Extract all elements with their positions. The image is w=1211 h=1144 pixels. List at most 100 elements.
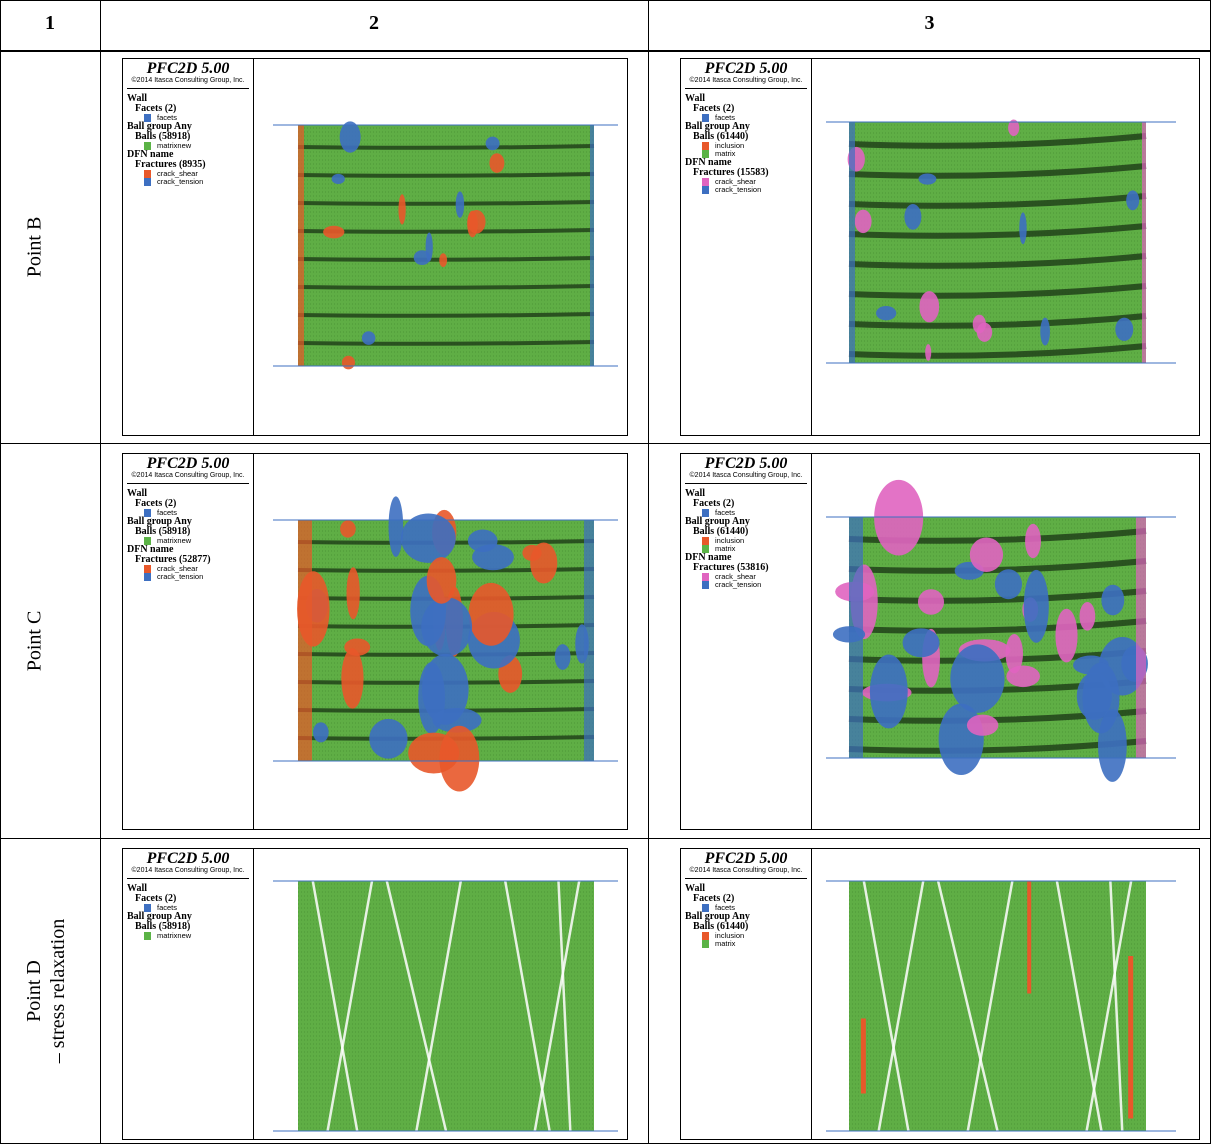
- legend-key: crack_tension: [685, 186, 807, 194]
- crack-cluster: [298, 125, 304, 366]
- legend-key: facets: [127, 114, 249, 122]
- legend-key-label: facets: [715, 113, 736, 122]
- legend-swatch: [702, 537, 709, 545]
- copyright: ©2014 Itasca Consulting Group, Inc.: [685, 77, 807, 89]
- column-header: 1: [45, 12, 55, 34]
- legend-group: Balls (61440): [693, 921, 749, 932]
- crack-cluster: [413, 250, 431, 265]
- simulation-panel: PFC2D 5.00 ©2014 Itasca Consulting Group,…: [680, 848, 1200, 1140]
- legend-key: inclusion: [685, 537, 807, 545]
- table-rule: [0, 443, 1211, 444]
- legend-heading: Ball group Any: [685, 516, 750, 527]
- legend: PFC2D 5.00 ©2014 Itasca Consulting Group,…: [681, 59, 812, 435]
- legend-key-label: facets: [157, 903, 178, 912]
- legend-swatch: [144, 170, 151, 178]
- legend-swatch: [702, 904, 709, 912]
- legend-key: matrixnew: [127, 932, 249, 940]
- crack-cluster: [421, 653, 469, 725]
- legend-key: crack_shear: [127, 170, 249, 178]
- crack-cluster: [994, 569, 1023, 600]
- legend-key: matrixnew: [127, 537, 249, 545]
- legend-swatch: [702, 150, 709, 158]
- legend-swatch: [144, 178, 151, 186]
- copyright: ©2014 Itasca Consulting Group, Inc.: [127, 867, 249, 879]
- crack-cluster: [340, 520, 356, 538]
- legend-swatch: [144, 142, 151, 150]
- table-rule: [0, 0, 1, 1144]
- specimen: [849, 881, 1146, 1131]
- legend-group: Balls (58918): [135, 921, 191, 932]
- dark-band: [848, 283, 1147, 299]
- legend-group: Facets (2): [693, 498, 735, 509]
- legend-key: matrix: [685, 150, 807, 158]
- crack-cluster: [584, 520, 594, 761]
- legend-heading: Wall: [127, 883, 148, 894]
- dark-band: [848, 253, 1147, 269]
- legend-heading: Ball group Any: [685, 911, 750, 922]
- row-label: Point B: [22, 50, 78, 443]
- legend-swatch: [144, 573, 151, 581]
- shear-band: [385, 880, 448, 1132]
- row-label-line: Point C: [23, 610, 45, 671]
- dark-band: [848, 313, 1147, 329]
- crack-cluster: [426, 557, 457, 604]
- legend-heading: Ball group Any: [127, 516, 192, 527]
- shear-band: [877, 880, 925, 1132]
- legend-group: Balls (58918): [135, 131, 191, 142]
- legend-key: matrix: [685, 940, 807, 948]
- row-label: Point C: [22, 443, 78, 838]
- legend-key-label: inclusion: [715, 536, 745, 545]
- crack-cluster: [439, 253, 448, 268]
- table-rule: [648, 0, 649, 1144]
- copyright: ©2014 Itasca Consulting Group, Inc.: [127, 472, 249, 484]
- crack-cluster: [904, 204, 922, 230]
- legend-key: crack_shear: [685, 573, 807, 581]
- software-title: PFC2D 5.00: [146, 455, 230, 472]
- specimen: [298, 125, 594, 366]
- crack-cluster: [1040, 317, 1050, 346]
- legend-key-label: matrix: [715, 544, 736, 553]
- legend-key-label: crack_tension: [715, 185, 762, 194]
- legend-key: facets: [127, 509, 249, 517]
- legend-key: inclusion: [685, 932, 807, 940]
- software-title: PFC2D 5.00: [704, 455, 788, 472]
- row-label-line: Point B: [23, 216, 45, 277]
- legend-key: facets: [685, 509, 807, 517]
- shear-band: [533, 880, 581, 1132]
- crack-cluster: [854, 209, 872, 234]
- crack-cluster: [341, 355, 355, 370]
- crack-cluster: [467, 209, 486, 234]
- crack-cluster: [1019, 212, 1027, 245]
- legend-heading: Wall: [685, 883, 706, 894]
- dark-band: [848, 618, 1147, 634]
- software-title: PFC2D 5.00: [704, 60, 788, 77]
- crack-cluster: [919, 291, 940, 323]
- dark-band: [297, 200, 595, 206]
- legend-key-label: facets: [157, 508, 178, 517]
- legend-group: Balls (58918): [135, 526, 191, 537]
- crack-cluster: [398, 194, 406, 225]
- legend-group: Fractures (52877): [135, 554, 211, 565]
- legend-key-label: crack_shear: [157, 564, 198, 573]
- legend-swatch: [702, 940, 709, 948]
- table-rule: [0, 838, 1211, 839]
- dark-band: [848, 343, 1147, 359]
- table-rule: [0, 50, 1211, 52]
- simulation-panel: PFC2D 5.00 ©2014 Itasca Consulting Group,…: [122, 453, 628, 830]
- simulation-image: [826, 479, 1176, 782]
- dark-band: [848, 133, 1147, 149]
- legend-swatch: [702, 142, 709, 150]
- crack-cluster: [361, 331, 376, 345]
- crack-cluster: [341, 648, 364, 709]
- legend: PFC2D 5.00 ©2014 Itasca Consulting Group,…: [123, 849, 254, 1139]
- crack-cluster: [976, 322, 993, 342]
- legend-key-label: facets: [715, 508, 736, 517]
- legend-swatch: [144, 904, 151, 912]
- crack-cluster: [323, 225, 345, 239]
- crack-cluster: [1101, 584, 1125, 616]
- software-title: PFC2D 5.00: [146, 850, 230, 867]
- legend-heading: Wall: [685, 488, 706, 499]
- crack-cluster: [298, 520, 312, 761]
- inclusion: [860, 1018, 866, 1094]
